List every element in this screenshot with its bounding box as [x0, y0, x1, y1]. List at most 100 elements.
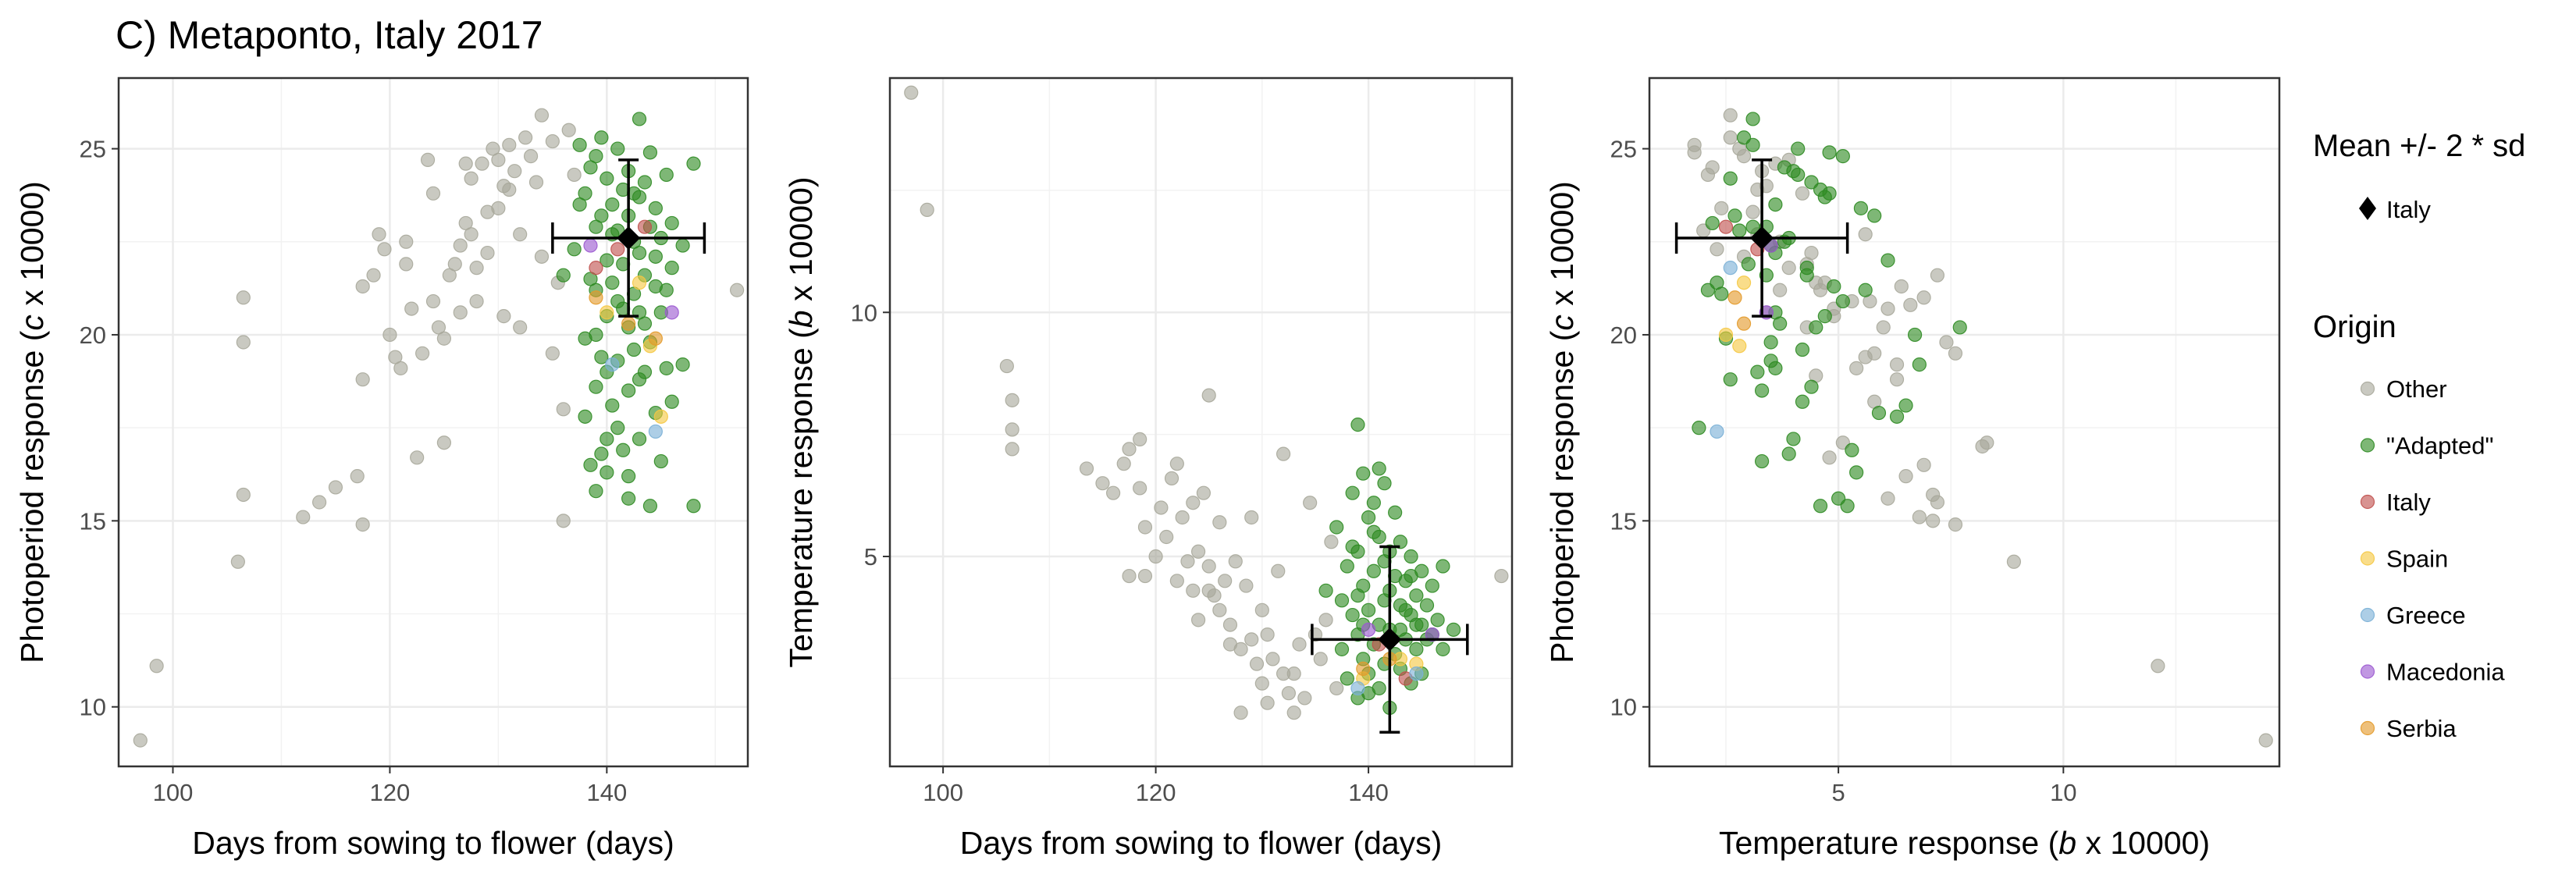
data-point	[1095, 476, 1110, 491]
legend-entry-spain: Spain	[2360, 546, 2448, 573]
data-point	[1271, 563, 1286, 578]
data-point	[1912, 510, 1927, 524]
data-point	[1745, 112, 1760, 126]
plot-border	[117, 76, 749, 768]
data-point	[600, 305, 614, 320]
data-point	[1175, 510, 1190, 525]
data-point	[1404, 549, 1418, 564]
data-point	[415, 346, 430, 361]
data-point	[1361, 510, 1376, 525]
panel-temperature-vs-photoperiod: 5 10 10 15 20 25 Temperature response (b x 100…	[1544, 76, 2281, 861]
data-point	[1768, 361, 1783, 375]
legend-point-icon	[2360, 494, 2375, 510]
data-point	[1340, 671, 1354, 686]
data-point	[605, 398, 620, 413]
data-point	[556, 514, 571, 528]
data-point	[2151, 659, 2165, 674]
data-point	[1853, 201, 1869, 215]
y-tick-label: 25	[1610, 136, 1637, 163]
data-point	[1804, 379, 1819, 394]
x-tick-label: 5	[1831, 779, 1845, 806]
data-point	[1190, 613, 1206, 627]
data-point	[1952, 320, 1967, 335]
data-point	[1889, 409, 1905, 424]
data-point	[1276, 446, 1291, 461]
data-point	[1723, 372, 1738, 387]
data-point	[350, 469, 365, 484]
data-point	[436, 435, 451, 450]
data-point	[1377, 476, 1392, 491]
data-point	[1228, 554, 1243, 569]
data-point	[1340, 559, 1354, 574]
data-point	[1286, 706, 1301, 720]
data-point	[621, 469, 636, 484]
legend-label: Greece	[2386, 602, 2466, 629]
data-point	[1361, 622, 1376, 637]
data-point	[1718, 327, 1734, 343]
data-point	[1845, 443, 1859, 457]
data-point	[1446, 622, 1461, 637]
data-point	[1718, 219, 1734, 234]
data-point	[1196, 485, 1212, 500]
data-point	[410, 450, 425, 465]
data-point	[572, 197, 587, 212]
data-point	[920, 202, 934, 217]
data-point	[1180, 554, 1195, 569]
data-point	[578, 409, 592, 424]
data-point	[1212, 603, 1227, 617]
data-point	[583, 238, 598, 253]
data-point	[1889, 357, 1905, 372]
data-point	[1425, 627, 1439, 642]
series-greece	[605, 357, 663, 439]
data-point	[1741, 257, 1756, 272]
data-point	[556, 268, 571, 283]
data-point	[469, 261, 484, 275]
data-point	[1494, 568, 1509, 584]
data-point	[1137, 520, 1153, 535]
data-point	[1318, 583, 1333, 598]
data-point	[1201, 583, 1216, 598]
data-point	[1366, 563, 1381, 578]
data-point	[1916, 457, 1931, 472]
legend-entry-italy: Italy	[2360, 489, 2431, 516]
legend-point-icon	[2360, 551, 2375, 566]
data-point	[1907, 327, 1923, 343]
data-point	[1212, 515, 1227, 530]
data-point	[1889, 372, 1905, 387]
data-point	[230, 554, 245, 569]
legend-origin-entries: Other "Adapted" Italy Spain Greece Macedonia S…	[2360, 375, 2505, 742]
data-point	[1791, 141, 1806, 156]
data-point	[1398, 603, 1413, 617]
data-point	[621, 491, 636, 506]
data-point	[1948, 517, 1963, 532]
series-italy	[589, 219, 653, 275]
data-point	[567, 242, 582, 257]
data-point	[583, 457, 598, 472]
series-greece	[1710, 261, 1738, 439]
data-point	[659, 361, 674, 375]
x-tick-label: 120	[1136, 779, 1176, 806]
y-axis-label: Temperature response (b x 10000)	[783, 176, 819, 667]
data-point	[648, 249, 663, 264]
data-point	[1714, 286, 1729, 301]
data-point	[1334, 593, 1350, 608]
data-point	[1763, 335, 1778, 350]
data-point	[1705, 215, 1720, 231]
data-point	[480, 245, 495, 261]
data-points	[133, 108, 745, 748]
data-point	[659, 283, 674, 297]
legend-label: Italy	[2386, 489, 2431, 516]
data-point	[1791, 167, 1806, 183]
data-point	[513, 320, 528, 335]
data-point	[1345, 485, 1360, 500]
x-tick-label: 140	[586, 779, 627, 806]
data-point	[2258, 733, 2273, 748]
mean-diamond	[1750, 226, 1774, 251]
data-point	[545, 133, 560, 149]
panel-days-vs-photoperiod: 100 120 140 10 15 20 25 Days from sowing to flo…	[14, 76, 749, 861]
y-axis-label-variable: c	[1544, 315, 1580, 331]
y-axis-label-variable: c	[14, 315, 50, 331]
data-point	[1169, 457, 1184, 471]
series-spain	[1718, 275, 1752, 354]
data-point	[1858, 227, 1873, 242]
